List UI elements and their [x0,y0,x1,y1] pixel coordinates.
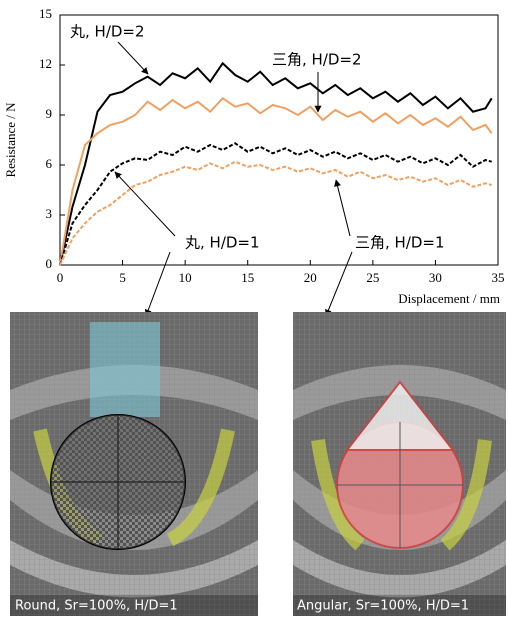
photo-round: Round, Sr=100%, H/D=1 [10,312,258,616]
x-tick-label: 25 [366,270,379,285]
annotation: 丸, H/D=2 [70,23,145,41]
series-line [59,96,493,266]
annotation: 三角, H/D=2 [272,51,362,69]
annotation: 三角, H/D=1 [355,234,445,252]
photo-angular: Angular, Sr=100%, H/D=1 [293,312,506,616]
series-line [59,160,492,266]
x-axis-label: Displacement / mm [398,291,500,306]
caption: Angular, Sr=100%, H/D=1 [297,599,469,614]
series-line [59,61,493,266]
y-axis-label: Resistance / N [3,102,18,178]
y-tick-label: 15 [39,6,52,21]
x-tick-label: 20 [304,270,317,285]
y-tick-label: 0 [46,256,53,271]
y-tick-label: 6 [46,156,53,171]
x-tick-label: 15 [241,270,254,285]
arrows [114,41,353,317]
annotation: 丸, H/D=1 [185,234,260,252]
series-line [59,142,492,266]
x-tick-label: 35 [492,270,505,285]
y-tick-label: 9 [46,106,53,121]
plot-frame [59,14,499,266]
x-tick-label: 10 [179,270,192,285]
x-tick-label: 30 [429,270,442,285]
x-tick-label: 5 [119,270,126,285]
x-tick-label: 0 [57,270,64,285]
caption: Round, Sr=100%, H/D=1 [15,599,178,614]
y-tick-label: 12 [39,56,52,71]
y-tick-label: 3 [46,206,53,221]
plot: 0 3 6 9 12 15 0 5 10 15 20 25 30 35 [39,6,505,285]
